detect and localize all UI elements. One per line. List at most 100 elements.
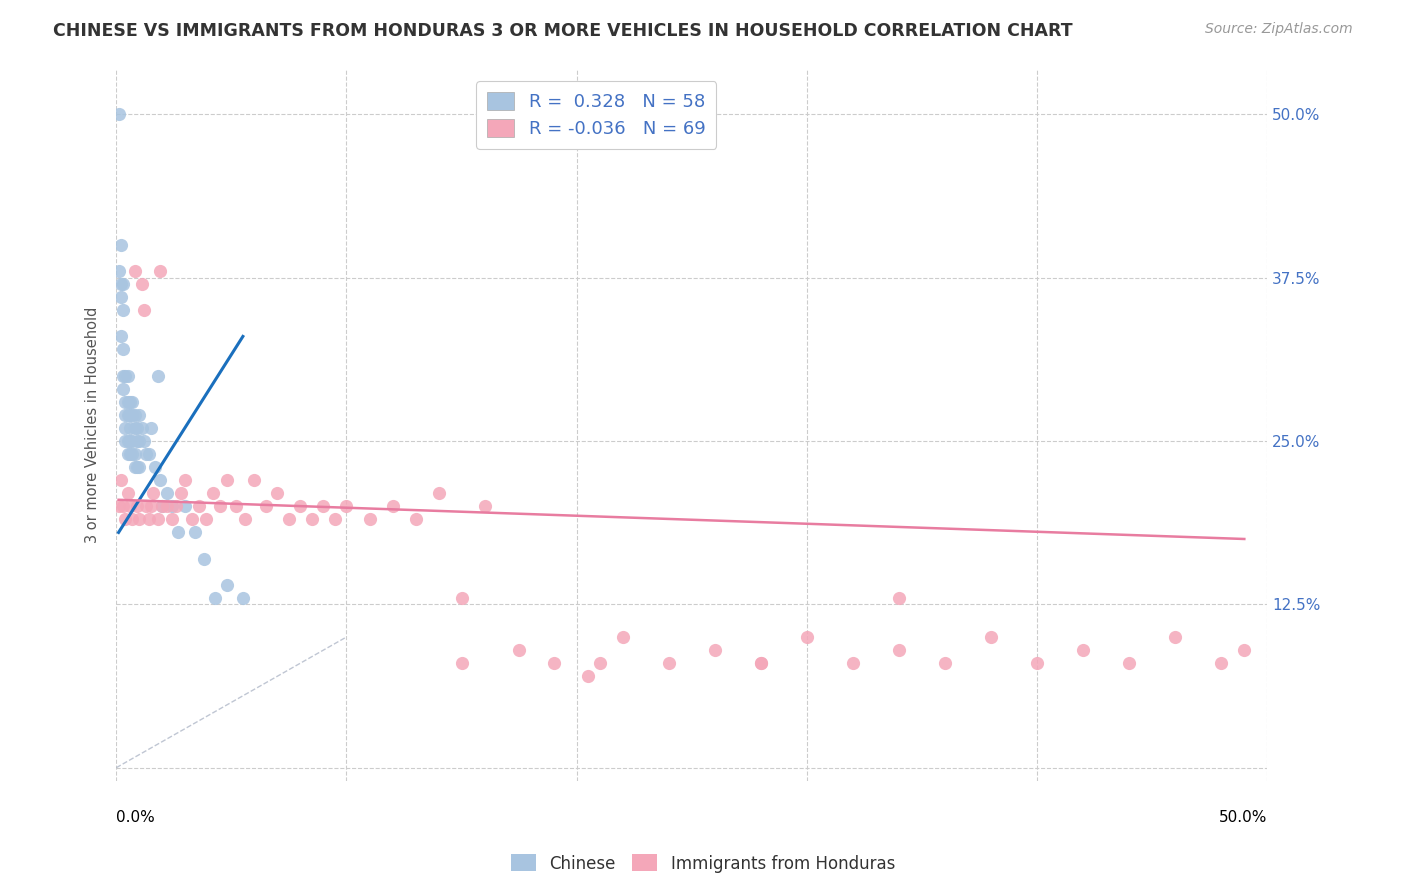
Point <box>312 500 335 514</box>
Text: 0.0%: 0.0% <box>117 810 155 824</box>
Point <box>160 512 183 526</box>
Point <box>576 669 599 683</box>
Point <box>110 277 132 292</box>
Point <box>156 500 179 514</box>
Point <box>181 512 204 526</box>
Point <box>887 643 910 657</box>
Point <box>112 368 135 383</box>
Point <box>703 643 725 657</box>
Point <box>335 500 357 514</box>
Point <box>149 264 172 278</box>
Point <box>110 290 132 304</box>
Point <box>120 447 142 461</box>
Point <box>110 329 132 343</box>
Point <box>749 656 772 670</box>
Point <box>150 500 173 514</box>
Point <box>110 473 132 487</box>
Point <box>112 500 135 514</box>
Point <box>254 500 277 514</box>
Point <box>120 500 142 514</box>
Point <box>658 656 681 670</box>
Point <box>474 500 496 514</box>
Point <box>107 264 129 278</box>
Point <box>139 421 162 435</box>
Point <box>450 656 472 670</box>
Point <box>150 500 173 514</box>
Legend: Chinese, Immigrants from Honduras: Chinese, Immigrants from Honduras <box>505 847 901 880</box>
Point <box>132 434 155 448</box>
Point <box>232 591 254 605</box>
Point <box>1164 630 1187 644</box>
Point <box>543 656 565 670</box>
Point <box>112 382 135 396</box>
Point <box>1118 656 1140 670</box>
Point <box>117 408 139 422</box>
Y-axis label: 3 or more Vehicles in Household: 3 or more Vehicles in Household <box>86 307 100 543</box>
Point <box>132 303 155 318</box>
Point <box>117 394 139 409</box>
Point <box>188 500 211 514</box>
Point <box>107 107 129 121</box>
Point <box>796 630 818 644</box>
Point <box>266 486 288 500</box>
Text: Source: ZipAtlas.com: Source: ZipAtlas.com <box>1205 22 1353 37</box>
Point <box>1211 656 1233 670</box>
Point <box>120 408 142 422</box>
Point <box>135 447 157 461</box>
Point <box>145 460 167 475</box>
Point <box>290 500 312 514</box>
Point <box>215 473 238 487</box>
Point <box>323 512 346 526</box>
Point <box>1233 643 1256 657</box>
Point <box>301 512 323 526</box>
Point <box>114 394 136 409</box>
Point <box>980 630 1002 644</box>
Point <box>112 277 135 292</box>
Point <box>121 394 143 409</box>
Text: 50.0%: 50.0% <box>1219 810 1267 824</box>
Point <box>887 591 910 605</box>
Point <box>112 343 135 357</box>
Point <box>233 512 256 526</box>
Point <box>201 486 224 500</box>
Text: CHINESE VS IMMIGRANTS FROM HONDURAS 3 OR MORE VEHICLES IN HOUSEHOLD CORRELATION : CHINESE VS IMMIGRANTS FROM HONDURAS 3 OR… <box>53 22 1073 40</box>
Point <box>208 500 231 514</box>
Point <box>146 512 169 526</box>
Point <box>120 421 142 435</box>
Point <box>174 473 197 487</box>
Point <box>381 500 404 514</box>
Point <box>165 500 187 514</box>
Point <box>128 460 150 475</box>
Point <box>114 434 136 448</box>
Point <box>156 486 179 500</box>
Point <box>204 591 226 605</box>
Point <box>117 368 139 383</box>
Point <box>193 551 215 566</box>
Point <box>125 421 148 435</box>
Point <box>125 500 148 514</box>
Point <box>121 434 143 448</box>
Point <box>107 500 129 514</box>
Point <box>225 500 247 514</box>
Point <box>749 656 772 670</box>
Point <box>117 447 139 461</box>
Point <box>243 473 266 487</box>
Point <box>114 512 136 526</box>
Point <box>124 408 146 422</box>
Point <box>121 512 143 526</box>
Point <box>934 656 956 670</box>
Point <box>117 486 139 500</box>
Point <box>124 447 146 461</box>
Point <box>195 512 218 526</box>
Point <box>405 512 427 526</box>
Point <box>1071 643 1094 657</box>
Point <box>138 512 160 526</box>
Point <box>142 486 165 500</box>
Point <box>121 408 143 422</box>
Point <box>131 421 153 435</box>
Point <box>146 368 169 383</box>
Point <box>450 591 472 605</box>
Point <box>1026 656 1049 670</box>
Point <box>842 656 865 670</box>
Point <box>138 447 160 461</box>
